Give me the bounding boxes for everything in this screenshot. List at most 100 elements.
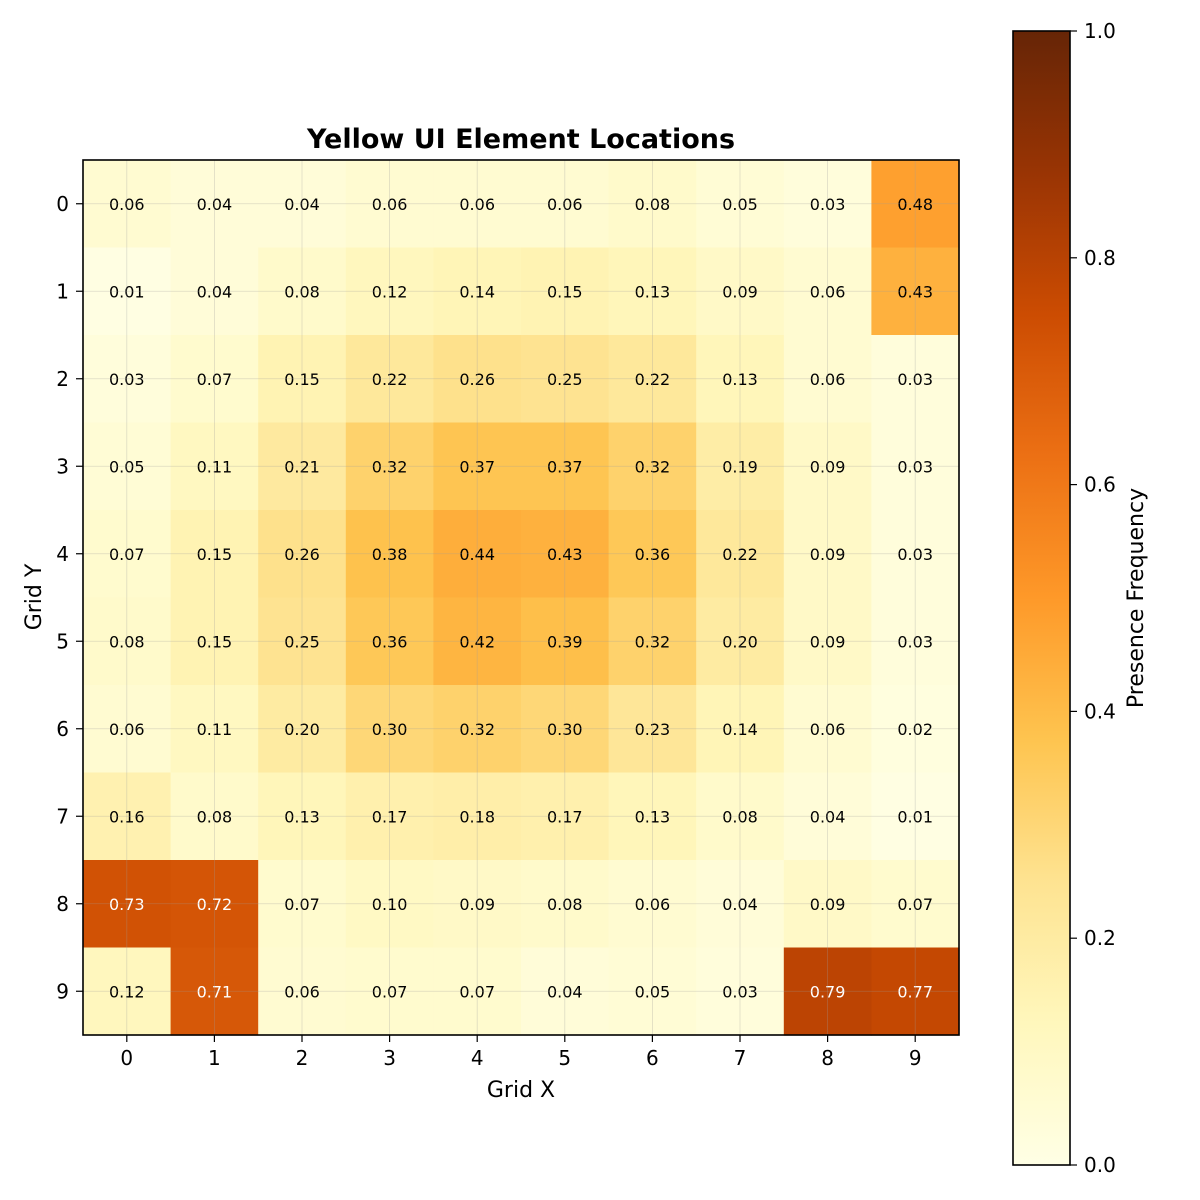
heatmap-cell	[871, 422, 960, 511]
heatmap-cell	[433, 247, 522, 336]
cell-value-label: 0.38	[372, 545, 408, 564]
cell-value-label: 0.16	[109, 807, 145, 826]
x-axis-ticks: 0 1 2 3 4 5 6 7 8 9	[120, 1035, 922, 1070]
heatmap-cell	[433, 772, 522, 861]
cell-value-label: 0.03	[897, 370, 933, 389]
cell-value-label: 0.09	[810, 632, 846, 651]
cell-value-label: 0.13	[635, 807, 671, 826]
y-tick-label: 0	[56, 192, 69, 216]
heatmap-cell	[433, 685, 522, 774]
colorbar-ticks: 0.0 0.2 0.4 0.6 0.8 1.0	[1070, 19, 1116, 1177]
heatmap-cell	[783, 597, 872, 686]
heatmap-cell	[871, 335, 960, 424]
heatmap-cell	[608, 947, 697, 1036]
heatmap-cell	[345, 335, 434, 424]
cell-value-label: 0.17	[547, 807, 583, 826]
cell-value-label: 0.07	[109, 545, 145, 564]
cell-value-label: 0.14	[722, 720, 758, 739]
heatmap-cell	[345, 160, 434, 249]
colorbar-tick-label: 0.0	[1084, 1153, 1116, 1177]
x-tick-label: 3	[383, 1046, 396, 1070]
heatmap-cell	[170, 597, 259, 686]
cell-value-label: 0.26	[459, 370, 495, 389]
cell-value-label: 0.26	[284, 545, 320, 564]
cell-value-label: 0.43	[547, 545, 583, 564]
cell-value-label: 0.44	[459, 545, 495, 564]
cell-value-label: 0.22	[635, 370, 671, 389]
cell-value-label: 0.48	[897, 195, 933, 214]
cell-value-label: 0.08	[284, 282, 320, 301]
cell-value-label: 0.14	[459, 282, 495, 301]
heatmap-cell	[83, 947, 172, 1036]
cell-value-label: 0.13	[284, 807, 320, 826]
heatmap-cell	[608, 422, 697, 511]
heatmap-cell	[170, 247, 259, 336]
cell-value-label: 0.37	[459, 457, 495, 476]
y-tick-label: 6	[56, 717, 69, 741]
heatmap-cell	[433, 335, 522, 424]
heatmap-cell	[433, 422, 522, 511]
cell-value-label: 0.18	[459, 807, 495, 826]
y-tick-label: 1	[56, 279, 69, 303]
cell-value-label: 0.25	[547, 370, 583, 389]
heatmap-cell	[521, 247, 610, 336]
cell-value-label: 0.06	[372, 195, 408, 214]
y-tick-label: 7	[56, 804, 69, 828]
y-axis-ticks: 0 1 2 3 4 5 6 7 8 9	[56, 192, 83, 1003]
cell-value-label: 0.32	[372, 457, 408, 476]
cell-value-label: 0.09	[810, 457, 846, 476]
cell-value-label: 0.04	[197, 195, 233, 214]
cell-value-label: 0.03	[897, 545, 933, 564]
x-tick-label: 9	[909, 1046, 922, 1070]
heatmap-cell	[433, 510, 522, 599]
cell-value-label: 0.36	[635, 545, 671, 564]
heatmap-cell	[871, 597, 960, 686]
cell-value-label: 0.30	[547, 720, 583, 739]
cell-value-label: 0.09	[810, 895, 846, 914]
cell-value-label: 0.37	[547, 457, 583, 476]
cell-value-label: 0.06	[459, 195, 495, 214]
cell-value-label: 0.42	[459, 632, 495, 651]
heatmap-cell	[170, 772, 259, 861]
heatmap-cell	[521, 597, 610, 686]
heatmap-cell	[608, 597, 697, 686]
heatmap-cell	[345, 947, 434, 1036]
heatmap-cell-labels: 0.06 0.04 0.04 0.06 0.06 0.06 0.08 0.05 0.03 0.48…	[109, 195, 933, 1002]
cell-value-label: 0.72	[197, 895, 233, 914]
heatmap-cell	[83, 860, 172, 949]
cell-value-label: 0.19	[722, 457, 758, 476]
cell-value-label: 0.09	[459, 895, 495, 914]
heatmap-cell	[345, 685, 434, 774]
heatmap-cell	[871, 160, 960, 249]
heatmap-cell	[608, 160, 697, 249]
cell-value-label: 0.03	[810, 195, 846, 214]
heatmap-cell	[696, 685, 785, 774]
cell-value-label: 0.13	[635, 282, 671, 301]
cell-value-label: 0.06	[109, 195, 145, 214]
heatmap-cell	[433, 160, 522, 249]
cell-value-label: 0.32	[459, 720, 495, 739]
heatmap-cell	[521, 947, 610, 1036]
plot-frame	[82, 159, 960, 1036]
x-tick-label: 0	[120, 1046, 133, 1070]
cell-value-label: 0.32	[635, 457, 671, 476]
cell-value-label: 0.05	[722, 195, 758, 214]
cell-value-label: 0.20	[722, 632, 758, 651]
cell-value-label: 0.22	[372, 370, 408, 389]
cell-value-label: 0.05	[109, 457, 145, 476]
cell-value-label: 0.12	[372, 282, 408, 301]
cell-value-label: 0.23	[635, 720, 671, 739]
heatmap-cell	[345, 772, 434, 861]
cell-value-label: 0.08	[547, 895, 583, 914]
x-tick-label: 1	[208, 1046, 221, 1070]
heatmap-cell	[83, 335, 172, 424]
cell-value-label: 0.06	[547, 195, 583, 214]
heatmap-cell	[170, 510, 259, 599]
heatmap-cell	[521, 772, 610, 861]
heatmap-gridlines	[83, 160, 959, 1035]
heatmap-cell	[521, 860, 610, 949]
heatmap-cell	[258, 247, 347, 336]
heatmap-cell	[696, 772, 785, 861]
cell-value-label: 0.15	[197, 545, 233, 564]
